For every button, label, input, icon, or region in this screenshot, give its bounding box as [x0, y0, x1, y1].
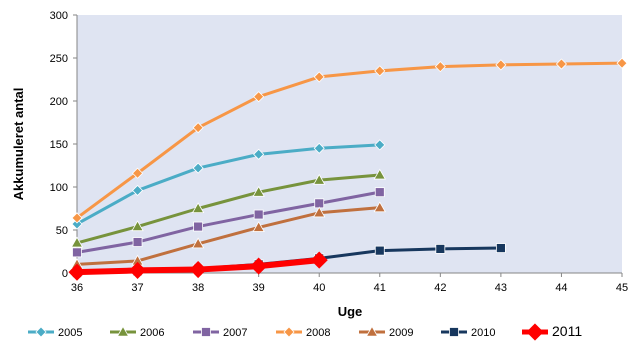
legend-swatch-marker — [35, 326, 47, 338]
y-axis-ticks: 0 50 100 150 200 250 300 — [50, 10, 77, 280]
series-2006 — [70, 168, 386, 248]
data-point-2007 — [253, 209, 264, 220]
data-point-2006 — [252, 185, 265, 197]
legend-item-2010: 2010 — [441, 327, 495, 339]
legend-swatch-marker — [449, 327, 459, 337]
data-point-2006 — [313, 173, 326, 185]
x-tick-label: 44 — [555, 282, 567, 294]
x-axis-title: Uge — [338, 304, 363, 319]
plot-area — [77, 15, 622, 273]
legend-label: 2007 — [223, 327, 247, 339]
x-tick-label: 38 — [192, 282, 204, 294]
y-tick-label: 150 — [50, 139, 68, 151]
data-point-2008 — [131, 167, 144, 179]
data-point-2008 — [555, 58, 568, 70]
data-point-2006 — [373, 168, 386, 180]
legend: 2005 2006 2007 2008 2009 2010 2011 — [28, 323, 582, 341]
series-2007 — [72, 187, 385, 258]
data-point-2005 — [71, 218, 83, 230]
data-point-2009 — [191, 237, 205, 249]
series-line-2008 — [75, 61, 624, 220]
data-point-2010 — [495, 243, 506, 253]
data-point-2008 — [495, 59, 507, 71]
data-point-2011 — [310, 251, 328, 269]
series-layer — [68, 57, 628, 281]
data-point-2011 — [250, 257, 268, 275]
y-tick-label: 50 — [56, 225, 68, 237]
legend-label: 2011 — [552, 323, 582, 339]
data-point-2009 — [252, 221, 265, 232]
legend-item-2005: 2005 — [28, 326, 82, 339]
x-tick-label: 43 — [495, 282, 507, 294]
legend-swatch-marker — [283, 326, 295, 338]
y-tick-label: 100 — [50, 182, 68, 194]
series-line-2007 — [75, 190, 382, 254]
legend-item-2009: 2009 — [359, 325, 413, 339]
legend-swatch-marker — [201, 327, 211, 337]
data-point-2010 — [435, 244, 446, 254]
series-2005 — [71, 139, 386, 230]
data-point-2006 — [191, 202, 205, 214]
data-point-2010 — [374, 245, 385, 256]
data-point-2009 — [373, 201, 386, 213]
data-point-2008 — [192, 122, 204, 134]
data-point-2008 — [374, 65, 386, 77]
legend-item-2011: 2011 — [522, 323, 582, 341]
series-2009 — [70, 201, 386, 269]
data-point-2008 — [253, 91, 265, 103]
series-2011 — [68, 251, 328, 281]
x-tick-label: 40 — [313, 282, 325, 294]
data-point-2005 — [253, 148, 265, 160]
data-point-2005 — [131, 184, 144, 197]
data-point-2006 — [70, 236, 84, 248]
legend-item-2007: 2007 — [193, 327, 247, 339]
legend-label: 2006 — [140, 327, 164, 339]
legend-item-2006: 2006 — [110, 325, 164, 339]
legend-item-2008: 2008 — [276, 326, 330, 339]
data-point-2008 — [616, 57, 628, 69]
data-point-2011 — [68, 263, 86, 281]
x-tick-label: 39 — [253, 282, 265, 294]
data-point-2007 — [374, 187, 385, 198]
data-point-2005 — [192, 162, 204, 174]
legend-label: 2010 — [471, 327, 495, 339]
data-point-2009 — [313, 206, 326, 218]
legend-label: 2005 — [58, 327, 82, 339]
series-line-2006 — [75, 173, 382, 245]
series-2008 — [71, 57, 628, 224]
data-point-2011 — [128, 261, 147, 279]
data-point-2006 — [131, 220, 144, 232]
y-tick-label: 200 — [50, 96, 68, 108]
data-point-2007 — [132, 237, 143, 247]
x-tick-label: 42 — [434, 282, 446, 294]
x-tick-label: 45 — [616, 282, 628, 294]
legend-swatch-marker — [526, 323, 544, 341]
x-tick-label: 41 — [374, 282, 386, 294]
x-tick-label: 37 — [131, 282, 143, 294]
data-point-2007 — [314, 198, 325, 209]
data-point-2008 — [71, 212, 83, 224]
legend-label: 2008 — [306, 327, 330, 339]
series-line-2009 — [75, 206, 382, 266]
y-axis-title: Akkumuleret antal — [11, 88, 26, 201]
legend-swatch-marker — [365, 325, 379, 337]
data-point-2011 — [189, 260, 207, 279]
y-tick-label: 250 — [50, 53, 68, 65]
legend-swatch-marker — [116, 325, 130, 337]
x-tick-label: 36 — [71, 282, 83, 294]
data-point-2008 — [434, 61, 446, 73]
y-tick-label: 300 — [50, 10, 68, 22]
data-point-2007 — [72, 247, 82, 258]
data-point-2008 — [313, 71, 325, 83]
series-line-2005 — [75, 143, 382, 226]
y-tick-label: 0 — [62, 268, 68, 280]
data-point-2005 — [313, 142, 325, 154]
data-point-2007 — [193, 221, 204, 232]
data-point-2005 — [374, 139, 386, 151]
legend-label: 2009 — [389, 327, 413, 339]
x-axis-ticks: 36 37 38 39 40 41 42 43 44 45 — [71, 273, 628, 294]
